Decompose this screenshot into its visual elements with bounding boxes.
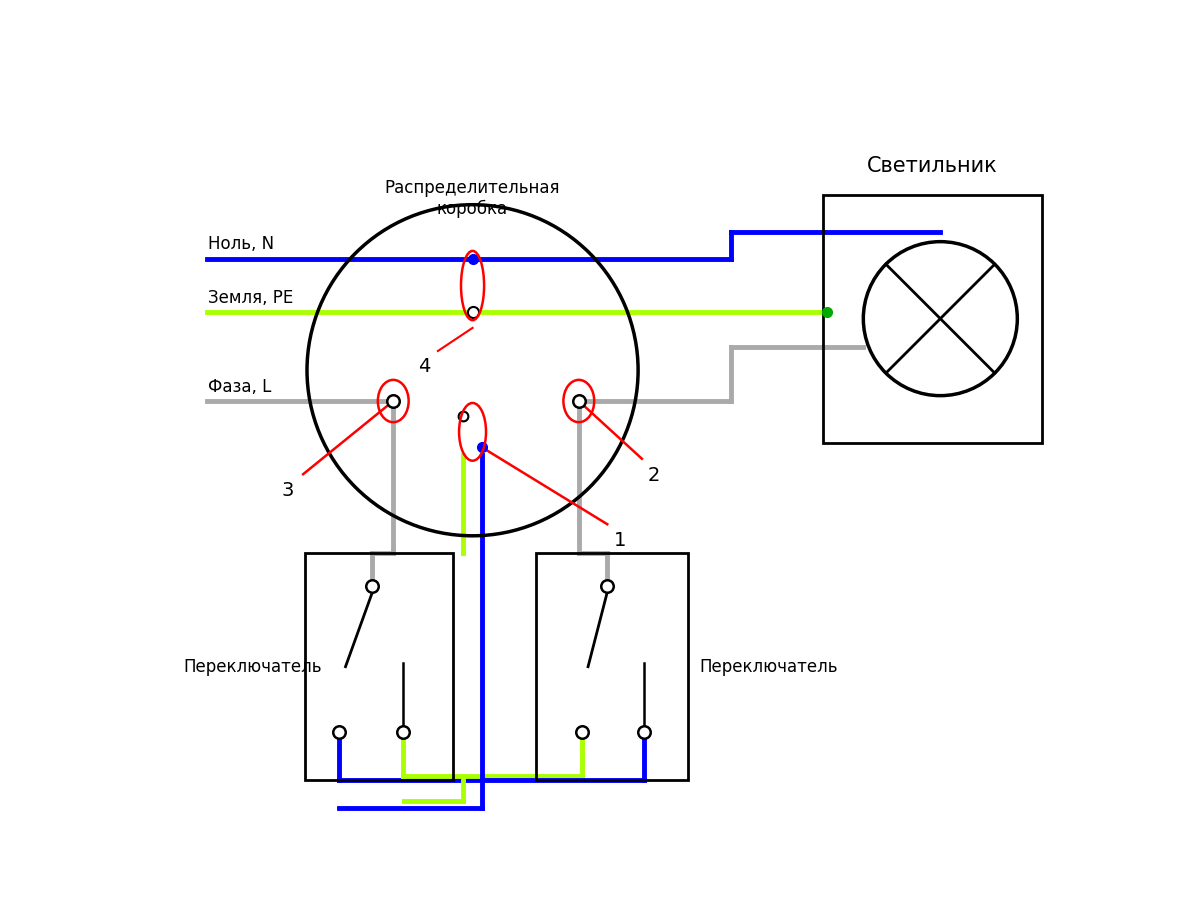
Text: Переключатель: Переключатель [700,658,839,676]
Bar [823,196,1043,444]
Text: Фаза, L: Фаза, L [209,377,272,395]
Text: Переключатель: Переключатель [184,658,323,676]
Text: 1: 1 [613,531,626,550]
Bar [305,553,454,780]
Text: 2: 2 [648,466,660,485]
Text: 4: 4 [418,357,431,376]
Text: 3: 3 [282,481,294,500]
Text: Земля, PE: Земля, PE [209,289,294,307]
Text: Ноль, N: Ноль, N [209,235,275,253]
Bar [536,553,688,780]
Text: Светильник: Светильник [868,156,998,176]
Text: Распределительная
коробка: Распределительная коробка [385,179,560,218]
